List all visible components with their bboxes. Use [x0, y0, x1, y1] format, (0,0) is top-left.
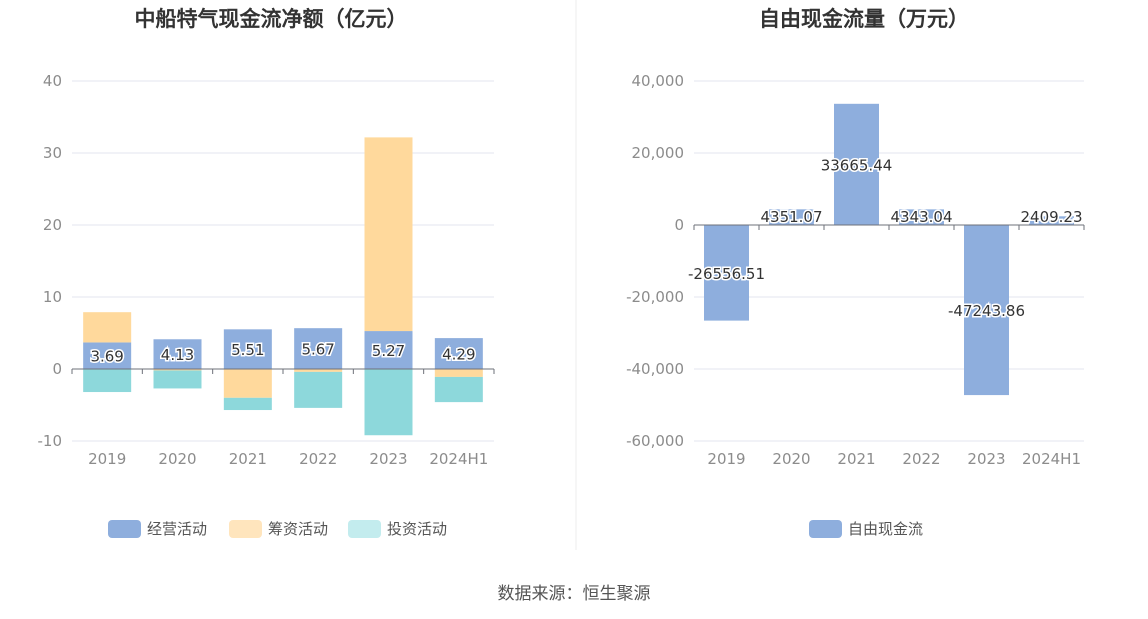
bar-自由现金流 [964, 225, 1009, 396]
bar-筹资活动 [434, 369, 483, 377]
data-label: 5.67 [301, 341, 334, 359]
bar-自由现金流 [704, 225, 749, 321]
x-tick-label: 2023 [369, 450, 407, 468]
bar-筹资活动 [153, 369, 202, 371]
x-tick-label: 2024H1 [1022, 450, 1081, 468]
legend-swatch[interactable] [108, 520, 141, 538]
chart-title: 中船特气现金流净额（亿元） [135, 7, 408, 31]
data-label: 4351.07 [760, 208, 822, 226]
data-source-text: 数据来源：恒生聚源 [498, 584, 651, 604]
x-tick-label: 2022 [299, 450, 337, 468]
y-tick-label: 0 [674, 216, 684, 234]
bar-投资活动 [223, 397, 272, 411]
bar-投资活动 [294, 371, 343, 408]
bar-自由现金流 [834, 103, 879, 225]
x-tick-label: 2021 [837, 450, 875, 468]
x-tick-label: 2021 [229, 450, 267, 468]
legend-label[interactable]: 经营活动 [147, 520, 207, 538]
bar-经营活动 [364, 331, 413, 369]
bar-投资活动 [434, 376, 483, 403]
cash-flow-chart: 中船特气现金流净额（亿元） -10 0 10 20 30 40 2019 2020 2021 202… [38, 7, 495, 538]
bar-筹资活动 [364, 137, 413, 332]
data-label: 5.51 [231, 341, 264, 359]
legend-label[interactable]: 投资活动 [387, 520, 447, 538]
legend-label[interactable]: 自由现金流 [848, 520, 923, 538]
bar-经营活动 [294, 328, 343, 369]
legend-swatch[interactable] [348, 520, 381, 538]
x-tick-label: 2020 [158, 450, 196, 468]
y-tick-label: 0 [52, 360, 62, 378]
bar-投资活动 [83, 369, 132, 393]
data-label: 4.13 [161, 346, 194, 364]
legend-swatch[interactable] [229, 520, 262, 538]
data-label: 33665.44 [821, 156, 893, 174]
bar-筹资活动 [83, 312, 132, 343]
y-tick-label: -60,000 [626, 432, 684, 450]
y-tick-label: 10 [43, 288, 62, 306]
bar-自由现金流 [1029, 216, 1074, 225]
free-cash-flow-chart: 自由现金流量（万元） -60,000 -40,000 -20,000 0 20,000 40… [626, 7, 1085, 538]
data-label: -26556.51 [688, 265, 765, 283]
bar-筹资活动 [294, 369, 343, 372]
chart-title: 自由现金流量（万元） [759, 7, 969, 31]
y-tick-label: 40,000 [632, 72, 685, 90]
x-tick-label: 2019 [707, 450, 745, 468]
bar-投资活动 [364, 369, 413, 436]
bar-经营活动 [434, 338, 483, 369]
y-tick-label: 30 [43, 144, 62, 162]
data-label: 5.27 [372, 342, 405, 360]
data-label: -47243.86 [948, 302, 1025, 320]
bar-经营活动 [83, 342, 132, 369]
y-tick-label: 20,000 [632, 144, 685, 162]
x-tick-label: 2023 [967, 450, 1005, 468]
bar-自由现金流 [769, 209, 814, 225]
data-label: 4.29 [442, 346, 475, 364]
legend-label[interactable]: 筹资活动 [268, 520, 328, 538]
y-tick-label: -40,000 [626, 360, 684, 378]
y-tick-label: 20 [43, 216, 62, 234]
bar-经营活动 [223, 329, 272, 369]
legend-swatch[interactable] [809, 520, 842, 538]
y-tick-label: 40 [43, 72, 62, 90]
bar-自由现金流 [899, 209, 944, 225]
y-tick-label: -10 [38, 432, 63, 450]
data-label: 3.69 [90, 348, 123, 366]
bar-筹资活动 [223, 369, 272, 398]
x-tick-label: 2020 [772, 450, 810, 468]
data-label: 4343.04 [890, 208, 952, 226]
x-tick-label: 2022 [902, 450, 940, 468]
data-label: 2409.23 [1020, 208, 1082, 226]
x-tick-label: 2019 [88, 450, 126, 468]
y-tick-label: -20,000 [626, 288, 684, 306]
x-tick-label: 2024H1 [429, 450, 488, 468]
bar-经营活动 [153, 339, 202, 369]
bar-投资活动 [153, 370, 202, 389]
